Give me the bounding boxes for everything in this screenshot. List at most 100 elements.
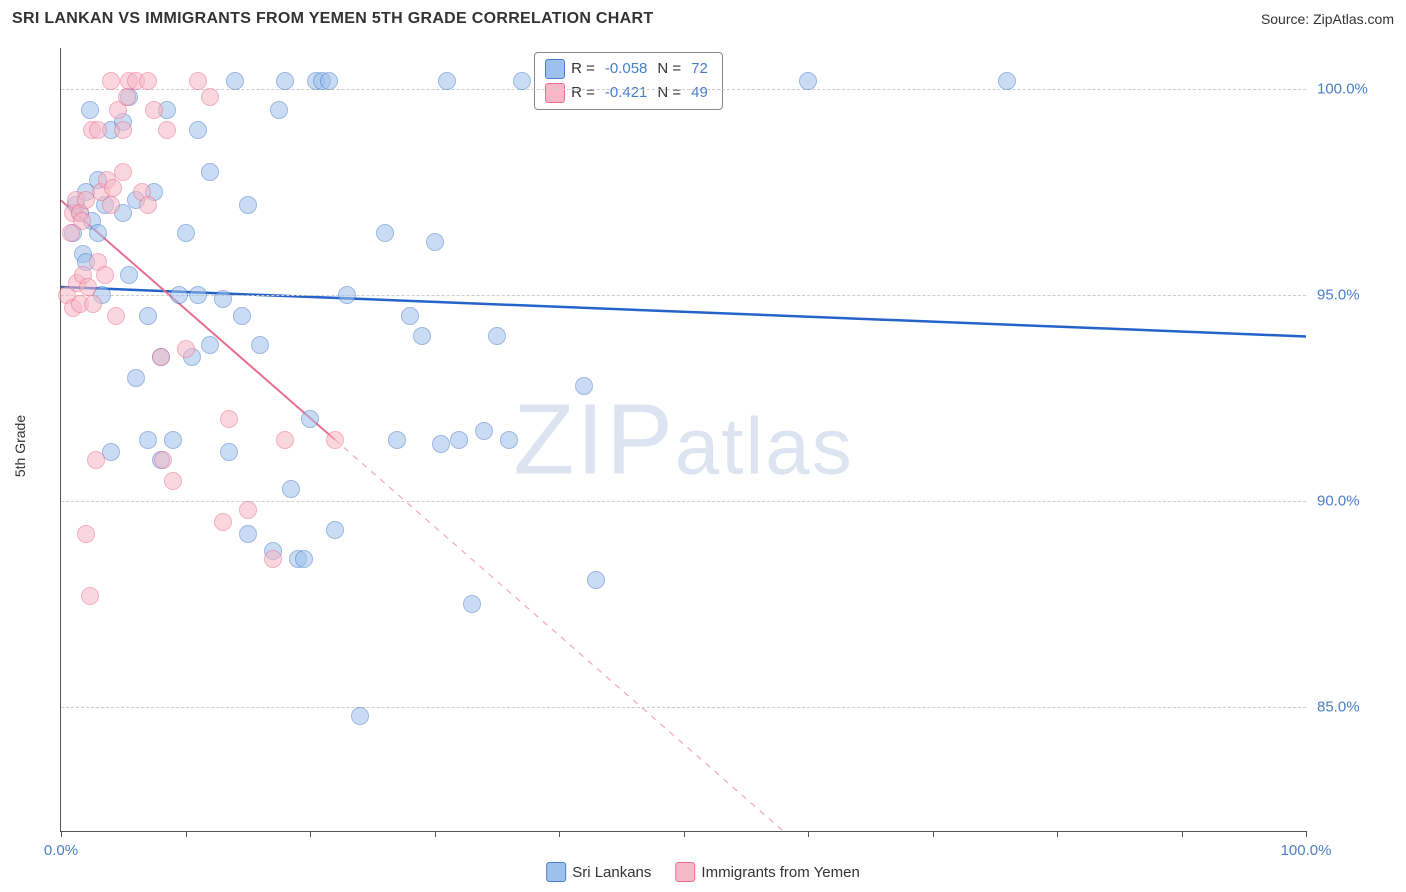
chart-title: SRI LANKAN VS IMMIGRANTS FROM YEMEN 5TH … xyxy=(12,10,653,28)
x-tick-label: 100.0% xyxy=(1281,842,1332,859)
data-point xyxy=(177,340,195,358)
data-point xyxy=(432,435,450,453)
data-point xyxy=(158,121,176,139)
data-point xyxy=(488,327,506,345)
y-tick-label: 100.0% xyxy=(1317,81,1368,98)
data-point xyxy=(139,431,157,449)
data-point xyxy=(513,72,531,90)
watermark: ZIPatlas xyxy=(513,382,854,497)
data-point xyxy=(251,336,269,354)
data-point xyxy=(376,224,394,242)
data-point xyxy=(118,88,136,106)
data-point xyxy=(102,196,120,214)
x-tick xyxy=(61,831,62,837)
data-point xyxy=(127,369,145,387)
data-point xyxy=(114,163,132,181)
n-label: N = xyxy=(657,81,681,105)
y-tick-label: 90.0% xyxy=(1317,493,1360,510)
data-point xyxy=(220,410,238,428)
gridline xyxy=(61,707,1306,708)
data-point xyxy=(152,348,170,366)
data-point xyxy=(500,431,518,449)
data-point xyxy=(413,327,431,345)
legend-row-1: R = -0.058 N = 72 xyxy=(545,57,712,81)
data-point xyxy=(301,410,319,428)
data-point xyxy=(154,451,172,469)
data-point xyxy=(201,163,219,181)
data-point xyxy=(89,224,107,242)
data-point xyxy=(388,431,406,449)
x-tick xyxy=(1306,831,1307,837)
data-point xyxy=(96,266,114,284)
data-point xyxy=(326,521,344,539)
r-value-1: -0.058 xyxy=(605,57,648,81)
y-axis-label: 5th Grade xyxy=(12,415,28,477)
scatter-plot-area: ZIPatlas R = -0.058 N = 72 R = -0.421 N … xyxy=(60,48,1306,832)
data-point xyxy=(276,72,294,90)
data-point xyxy=(239,196,257,214)
data-point xyxy=(177,224,195,242)
x-tick xyxy=(1182,831,1183,837)
data-point xyxy=(73,212,91,230)
data-point xyxy=(102,72,120,90)
data-point xyxy=(320,72,338,90)
correlation-legend: R = -0.058 N = 72 R = -0.421 N = 49 xyxy=(534,52,723,110)
data-point xyxy=(87,451,105,469)
y-tick-label: 85.0% xyxy=(1317,699,1360,716)
r-label: R = xyxy=(571,57,595,81)
x-tick xyxy=(933,831,934,837)
x-tick xyxy=(310,831,311,837)
data-point xyxy=(239,501,257,519)
data-point xyxy=(139,196,157,214)
data-point xyxy=(282,480,300,498)
data-point xyxy=(81,101,99,119)
legend-label-2: Immigrants from Yemen xyxy=(701,864,859,881)
legend-swatch-1 xyxy=(545,59,565,79)
data-point xyxy=(84,295,102,313)
data-point xyxy=(295,550,313,568)
r-label: R = xyxy=(571,81,595,105)
data-point xyxy=(270,101,288,119)
legend-swatch-1 xyxy=(546,862,566,882)
data-point xyxy=(233,307,251,325)
data-point xyxy=(587,571,605,589)
data-point xyxy=(450,431,468,449)
x-tick-label: 0.0% xyxy=(44,842,78,859)
data-point xyxy=(401,307,419,325)
data-point xyxy=(104,179,122,197)
data-point xyxy=(77,525,95,543)
data-point xyxy=(145,101,163,119)
data-point xyxy=(220,443,238,461)
data-point xyxy=(264,550,282,568)
legend-swatch-2 xyxy=(675,862,695,882)
legend-swatch-2 xyxy=(545,83,565,103)
data-point xyxy=(438,72,456,90)
data-point xyxy=(475,422,493,440)
y-tick-label: 95.0% xyxy=(1317,287,1360,304)
data-point xyxy=(338,286,356,304)
n-value-2: 49 xyxy=(691,81,708,105)
data-point xyxy=(201,336,219,354)
r-value-2: -0.421 xyxy=(605,81,648,105)
data-point xyxy=(189,72,207,90)
data-point xyxy=(139,307,157,325)
x-tick xyxy=(435,831,436,837)
data-point xyxy=(226,72,244,90)
data-point xyxy=(89,121,107,139)
data-point xyxy=(998,72,1016,90)
data-point xyxy=(351,707,369,725)
series-legend: Sri Lankans Immigrants from Yemen xyxy=(546,862,860,882)
data-point xyxy=(170,286,188,304)
data-point xyxy=(164,431,182,449)
data-point xyxy=(189,121,207,139)
data-point xyxy=(799,72,817,90)
legend-item-1: Sri Lankans xyxy=(546,862,651,882)
data-point xyxy=(189,286,207,304)
data-point xyxy=(214,290,232,308)
data-point xyxy=(107,307,125,325)
data-point xyxy=(81,587,99,605)
data-point xyxy=(120,266,138,284)
legend-row-2: R = -0.421 N = 49 xyxy=(545,81,712,105)
source-label: Source: ZipAtlas.com xyxy=(1261,11,1394,27)
x-tick xyxy=(1057,831,1058,837)
